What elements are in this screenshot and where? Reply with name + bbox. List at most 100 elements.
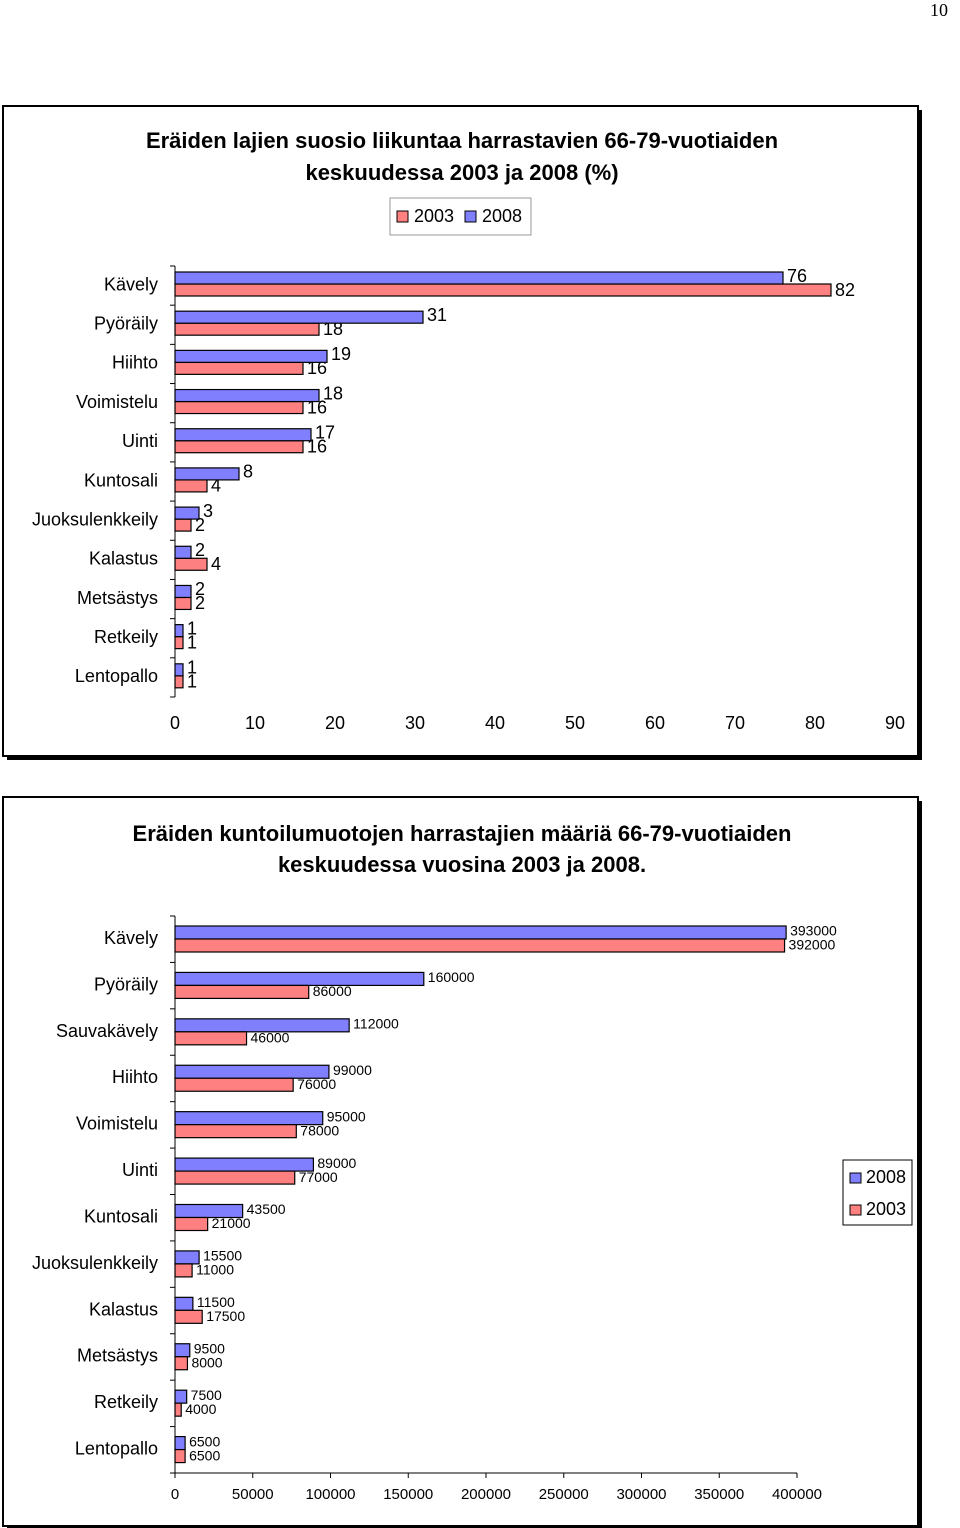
bar — [174, 1018, 350, 1033]
bar — [174, 624, 184, 638]
value-label: 18 — [323, 383, 343, 403]
legend-label: 2003 — [866, 1199, 906, 1219]
value-label: 3 — [203, 501, 213, 521]
bar — [174, 1077, 294, 1092]
x-tick-label: 40 — [485, 713, 505, 733]
x-tick-label: 200000 — [461, 1486, 511, 1503]
bar — [174, 663, 184, 677]
value-label: 7500 — [191, 1387, 222, 1403]
category-label: Pyöräily — [94, 314, 158, 334]
value-label: 11500 — [197, 1294, 235, 1310]
value-label: 4 — [211, 554, 221, 574]
category-label: Kuntosali — [84, 1206, 158, 1226]
x-tick-label: 70 — [725, 713, 745, 733]
value-label: 1 — [187, 618, 197, 638]
value-label: 77000 — [299, 1169, 338, 1185]
x-tick-label: 60 — [645, 713, 665, 733]
bar — [174, 467, 240, 481]
bar — [174, 557, 208, 571]
value-label: 9500 — [194, 1340, 225, 1356]
bar — [174, 1309, 203, 1324]
value-label: 46000 — [251, 1030, 290, 1046]
bar — [174, 545, 192, 559]
bar — [174, 479, 208, 493]
category-label: Retkeily — [94, 1392, 158, 1412]
page-number: 10 — [930, 0, 948, 20]
value-label: 2 — [195, 579, 205, 599]
category-label: Kävely — [104, 274, 158, 294]
bar — [174, 322, 320, 336]
bar — [174, 1402, 182, 1417]
x-tick-label: 10 — [245, 713, 265, 733]
value-label: 1 — [187, 658, 197, 678]
value-label: 2 — [195, 540, 205, 560]
bar — [174, 1170, 296, 1185]
chart-title: keskuudessa 2003 ja 2008 (%) — [305, 160, 618, 185]
value-label: 21000 — [212, 1215, 251, 1231]
bar — [174, 1157, 314, 1172]
legend-swatch — [849, 1204, 862, 1216]
bar — [174, 984, 310, 1000]
value-label: 6500 — [189, 1433, 220, 1449]
value-label: 1 — [187, 632, 197, 652]
category-label: Kävely — [104, 928, 158, 948]
bar — [174, 636, 184, 650]
value-label: 16 — [307, 436, 327, 456]
legend-swatch — [849, 1172, 862, 1184]
value-label: 18 — [323, 319, 343, 339]
value-label: 17 — [315, 422, 335, 442]
bar — [174, 1296, 194, 1311]
value-label: 2 — [195, 515, 205, 535]
chart-title: Eräiden lajien suosio liikuntaa harrasta… — [146, 128, 778, 153]
x-tick-label: 0 — [171, 1486, 179, 1503]
bar — [174, 349, 328, 363]
bar — [174, 1263, 193, 1278]
x-tick-label: 20 — [325, 713, 345, 733]
value-label: 393000 — [790, 923, 837, 939]
value-label: 78000 — [300, 1122, 339, 1138]
bar — [174, 971, 425, 987]
bar — [174, 428, 312, 442]
bar — [174, 1356, 189, 1371]
legend-label: 2008 — [482, 206, 522, 226]
value-label: 6500 — [189, 1447, 220, 1463]
chart-title: keskuudessa vuosina 2003 ja 2008. — [278, 852, 646, 877]
bar — [174, 388, 320, 403]
bar — [174, 925, 787, 940]
bar — [174, 506, 200, 520]
legend-label: 2003 — [414, 206, 454, 226]
bar — [174, 1203, 244, 1219]
category-label: Lentopallo — [75, 1439, 158, 1459]
x-tick-label: 90 — [885, 713, 905, 733]
bar — [174, 361, 304, 375]
x-tick-label: 100000 — [305, 1486, 355, 1503]
value-label: 43500 — [247, 1201, 286, 1217]
value-label: 4000 — [185, 1401, 216, 1417]
value-label: 17500 — [206, 1308, 245, 1324]
x-tick-label: 30 — [405, 713, 425, 733]
value-label: 112000 — [353, 1016, 399, 1032]
legend-swatch — [464, 210, 477, 223]
x-tick-label: 50 — [565, 713, 585, 733]
category-label: Lentopallo — [75, 666, 158, 686]
x-tick-label: 400000 — [772, 1486, 822, 1503]
bar — [174, 596, 192, 611]
value-label: 15500 — [203, 1248, 242, 1264]
category-label: Metsästys — [77, 1346, 158, 1366]
category-label: Pyöräily — [94, 974, 158, 994]
category-label: Voimistelu — [76, 392, 158, 412]
bar — [174, 1216, 209, 1232]
chart-title: Eräiden kuntoilumuotojen harrastajien mä… — [133, 821, 792, 846]
legend-box — [389, 197, 532, 236]
bar — [174, 440, 304, 454]
value-label: 31 — [427, 305, 447, 325]
category-label: Kuntosali — [84, 470, 158, 490]
category-label: Retkeily — [94, 627, 158, 647]
category-label: Kalastus — [89, 1299, 158, 1319]
x-tick-label: 80 — [805, 713, 825, 733]
value-label: 16 — [307, 397, 327, 417]
bar — [174, 1343, 191, 1358]
value-label: 4 — [211, 476, 221, 496]
legend-label: 2008 — [866, 1167, 906, 1187]
